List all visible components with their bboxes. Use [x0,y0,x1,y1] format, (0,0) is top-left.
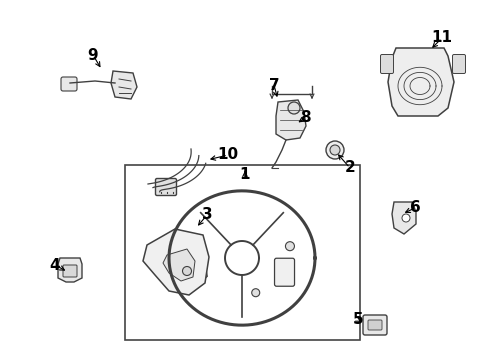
Polygon shape [58,258,82,282]
FancyBboxPatch shape [362,315,386,335]
Polygon shape [163,249,195,281]
Text: 11: 11 [430,31,451,45]
FancyBboxPatch shape [63,265,77,277]
Polygon shape [387,48,453,116]
Polygon shape [142,229,208,295]
Polygon shape [391,202,415,234]
FancyBboxPatch shape [155,179,176,195]
Circle shape [285,242,294,251]
Text: 8: 8 [299,111,310,126]
Polygon shape [275,100,305,140]
Text: 7: 7 [268,77,279,93]
Circle shape [287,102,299,114]
Circle shape [329,145,339,155]
Text: 5: 5 [352,312,363,328]
FancyBboxPatch shape [367,320,381,330]
Text: 4: 4 [50,257,60,273]
Circle shape [325,141,343,159]
Text: 1: 1 [239,167,250,183]
Bar [125,165,359,340]
Circle shape [251,289,259,297]
Text: 3: 3 [201,207,212,222]
Circle shape [401,214,409,222]
FancyBboxPatch shape [61,77,77,91]
Text: 2: 2 [344,161,355,175]
FancyBboxPatch shape [274,258,294,286]
Polygon shape [111,71,137,99]
Polygon shape [172,253,207,287]
FancyBboxPatch shape [451,54,465,73]
Text: 6: 6 [409,201,420,216]
FancyBboxPatch shape [380,54,393,73]
Circle shape [182,266,191,275]
Text: 10: 10 [217,148,238,162]
Text: 9: 9 [87,48,98,63]
